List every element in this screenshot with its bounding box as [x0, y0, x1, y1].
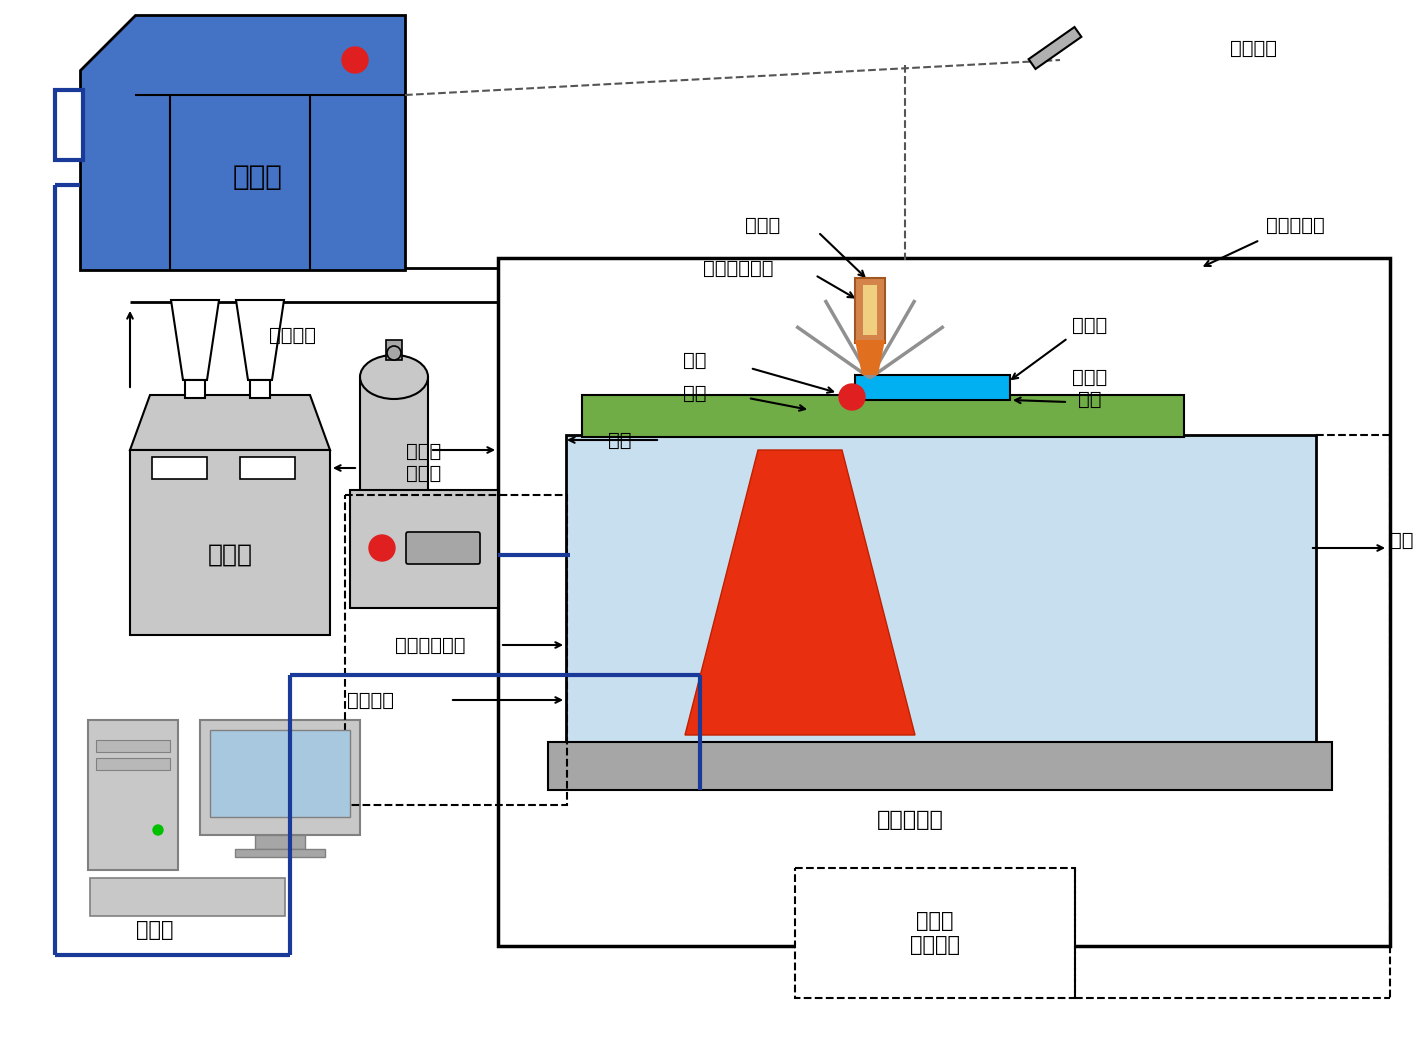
Bar	[350, 490, 498, 608]
Polygon shape	[855, 340, 885, 375]
Bar	[129, 450, 330, 635]
Polygon shape	[129, 394, 330, 450]
Text: 送粉器: 送粉器	[208, 543, 252, 567]
Text: 光路系统: 光路系统	[1229, 39, 1276, 58]
Bar	[235, 849, 324, 857]
Bar	[90, 878, 285, 916]
Text: 数控工作台: 数控工作台	[877, 810, 943, 830]
Text: 出口: 出口	[1390, 530, 1413, 549]
Circle shape	[154, 825, 164, 835]
Bar	[250, 380, 270, 398]
Polygon shape	[171, 300, 219, 380]
Text: 换能器
冷却系统: 换能器 冷却系统	[909, 911, 961, 954]
Text: 溶池: 溶池	[683, 350, 707, 369]
Text: 超声波
发生器: 超声波 发生器	[407, 442, 441, 483]
Bar	[88, 720, 178, 870]
Bar	[344, 495, 566, 805]
Circle shape	[369, 535, 396, 561]
Bar	[55, 90, 83, 160]
Bar	[795, 868, 1074, 998]
Bar	[95, 740, 169, 752]
Text: 超声波换能器: 超声波换能器	[394, 635, 465, 654]
Circle shape	[342, 47, 369, 73]
Polygon shape	[684, 450, 915, 735]
Bar	[1029, 27, 1081, 69]
Bar	[582, 394, 1184, 437]
Text: 变压器油: 变压器油	[346, 690, 394, 709]
Bar	[185, 380, 205, 398]
Bar	[855, 278, 885, 343]
Bar	[862, 285, 877, 335]
Bar	[95, 758, 169, 770]
Text: 惰性气体: 惰性气体	[269, 325, 316, 344]
Bar	[211, 730, 350, 817]
Text: 超声载
物台: 超声载 物台	[1072, 367, 1107, 408]
Circle shape	[387, 346, 401, 360]
Bar	[386, 340, 403, 360]
Ellipse shape	[360, 355, 428, 399]
Text: 气氛保护笱: 气氛保护笱	[1265, 216, 1325, 235]
Bar	[566, 434, 1316, 785]
Polygon shape	[236, 300, 285, 380]
Bar	[360, 377, 428, 600]
Bar	[201, 720, 360, 835]
Bar	[240, 457, 295, 479]
Text: 进口: 进口	[608, 430, 632, 449]
Bar	[498, 258, 1390, 946]
Polygon shape	[80, 15, 406, 270]
Text: 工控机: 工控机	[137, 920, 174, 940]
Bar	[255, 835, 305, 849]
Text: 基材: 基材	[683, 384, 707, 403]
Bar	[152, 457, 206, 479]
Text: 激光器: 激光器	[232, 163, 282, 191]
Text: 激光束: 激光束	[746, 216, 781, 235]
Bar	[548, 742, 1332, 790]
Text: 燔覆层: 燔覆层	[1072, 316, 1107, 335]
Bar	[855, 375, 1010, 400]
Text: 同轴送粉啧嘴: 同轴送粉啧嘴	[703, 259, 773, 278]
Circle shape	[840, 384, 865, 410]
FancyBboxPatch shape	[406, 532, 480, 564]
